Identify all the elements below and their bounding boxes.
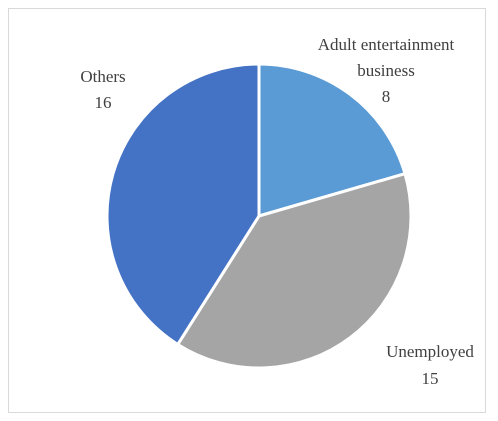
- label-others-value: 16: [95, 93, 112, 112]
- label-adult-entertainment-line-1: Adult entertainment: [318, 35, 455, 54]
- label-unemployed-name: Unemployed: [386, 342, 474, 361]
- label-adult-entertainment-line-2: business: [357, 61, 415, 80]
- label-unemployed-value: 15: [422, 369, 439, 388]
- label-adult-entertainment-value: 8: [382, 87, 391, 106]
- pie-slice-adult-entertainment-business: [257, 62, 407, 218]
- pie-slice-unemployed: [176, 172, 413, 370]
- pie-slice-others: [105, 62, 261, 346]
- label-others-name: Others: [80, 67, 125, 86]
- pie-slices: [105, 62, 413, 370]
- data-labels: Adult entertainment business 8 Unemploye…: [80, 35, 474, 388]
